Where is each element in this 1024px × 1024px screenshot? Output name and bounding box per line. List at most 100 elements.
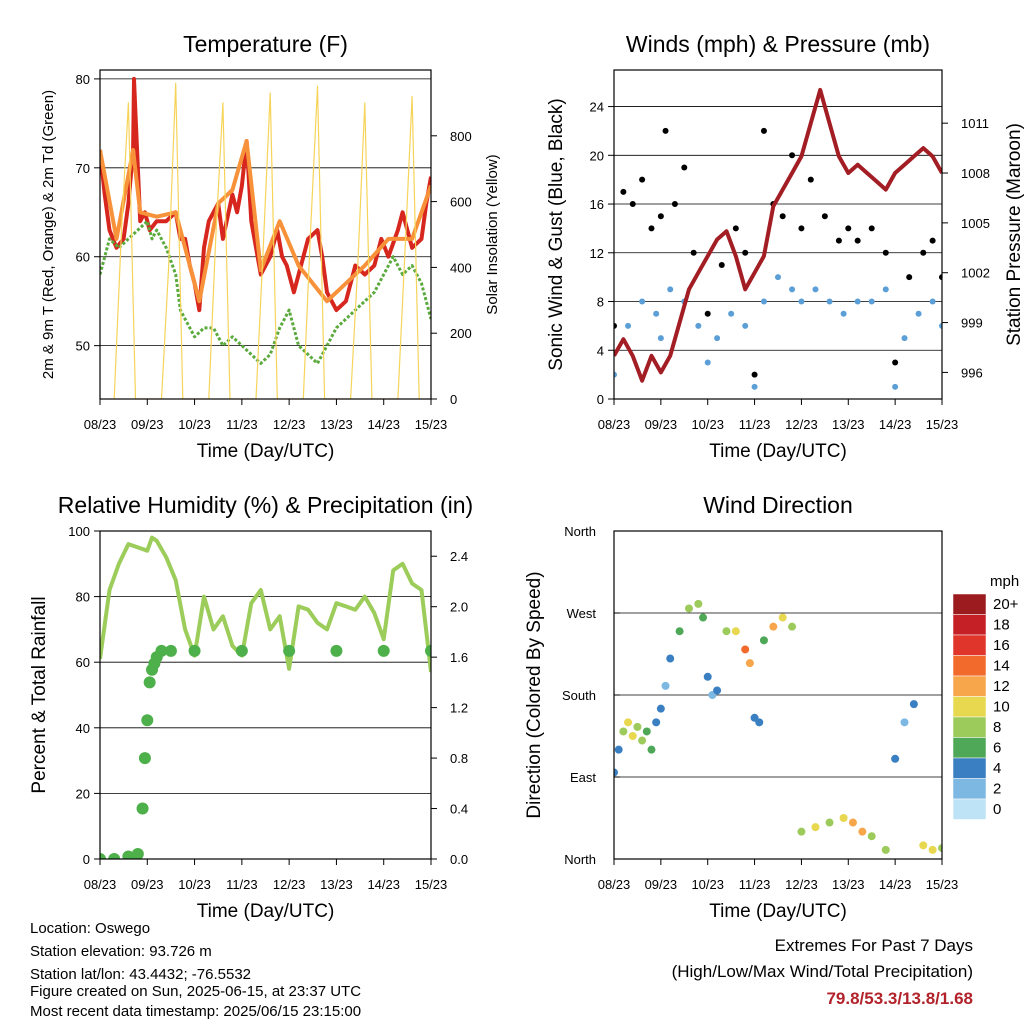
chart-3: Relative Humidity (%) & Precipitation (i… — [29, 492, 473, 922]
legend-label: 20+ — [993, 596, 1019, 613]
x-tick-label: 09/23 — [131, 417, 164, 432]
x-tick-label: 09/23 — [645, 417, 678, 432]
x-tick-label: 10/23 — [178, 417, 211, 432]
series-point — [629, 201, 636, 208]
y-tick-label: 12 — [590, 246, 604, 261]
y-tick-label: South — [562, 688, 596, 703]
direction-point — [703, 672, 712, 681]
series-point — [653, 310, 660, 317]
series-line — [614, 87, 942, 383]
direction-point — [633, 722, 642, 731]
direction-point — [891, 754, 900, 763]
legend-swatch — [952, 737, 987, 759]
direction-point — [788, 622, 797, 631]
y-right-tick-label: 2.0 — [450, 600, 468, 615]
series-line — [100, 219, 431, 365]
series-point — [639, 298, 646, 305]
direction-point — [778, 613, 787, 622]
series-point — [939, 322, 942, 329]
direction-point — [839, 814, 848, 822]
legend-label: 6 — [993, 740, 1001, 757]
direction-point — [642, 727, 651, 736]
y-right-tick-label: 600 — [450, 195, 472, 210]
series-point — [840, 310, 847, 317]
direction-point — [675, 627, 684, 636]
legend-label: 14 — [993, 658, 1010, 675]
series-point — [131, 847, 144, 859]
series-point — [854, 298, 861, 305]
direction-point — [694, 599, 703, 608]
x-tick-label: 09/23 — [131, 877, 164, 892]
direction-point — [867, 832, 876, 841]
x-axis-label: Time (Day/UTC) — [197, 441, 335, 462]
direction-point — [666, 654, 675, 663]
series-point — [625, 322, 632, 329]
extremes-title: Extremes For Past 7 Days — [774, 936, 973, 955]
series-point — [779, 213, 786, 220]
y-tick-label: 40 — [76, 721, 90, 736]
series-point — [667, 286, 674, 293]
series-point — [760, 127, 767, 134]
footer-elevation: Station elevation: 93.726 m — [30, 943, 212, 960]
y-right-tick-label: 1005 — [961, 216, 990, 231]
series-point — [136, 802, 149, 815]
legend-swatch — [952, 655, 987, 677]
series-point — [681, 164, 688, 171]
x-tick-label: 11/23 — [739, 877, 771, 892]
series-group — [100, 76, 431, 399]
series-point — [892, 359, 899, 366]
y-axis-label: Sonic Wind & Gust (Blue, Black) — [546, 98, 567, 370]
direction-point — [684, 604, 693, 613]
y-tick-label: 20 — [590, 148, 604, 163]
series-point — [100, 853, 106, 859]
series-point — [155, 644, 168, 657]
y-right-tick-label: 1002 — [961, 266, 990, 281]
y-tick-label: 50 — [76, 339, 90, 354]
legend-swatch — [952, 696, 987, 718]
y-tick-label: 24 — [590, 100, 604, 115]
series-group — [100, 535, 431, 859]
x-tick-label: 08/23 — [84, 877, 117, 892]
series-point — [901, 335, 908, 342]
direction-point — [619, 727, 628, 736]
series-point — [732, 225, 739, 232]
x-tick-label: 10/23 — [691, 877, 724, 892]
x-tick-label: 15/23 — [926, 417, 959, 432]
direction-point — [848, 818, 857, 827]
series-point — [614, 371, 617, 378]
footer-location: Location: Oswego — [30, 920, 151, 937]
y-right-axis-label: Station Pressure (Maroon) — [1004, 123, 1024, 346]
direction-point — [661, 681, 670, 690]
y-right-tick-label: 0.0 — [450, 852, 468, 867]
x-tick-label: 14/23 — [879, 417, 912, 432]
y-tick-label: 60 — [76, 250, 90, 265]
y-tick-label: 20 — [76, 786, 90, 801]
direction-point — [938, 844, 942, 853]
y-right-tick-label: 2.4 — [450, 549, 468, 564]
direction-point — [652, 718, 661, 727]
direction-point — [759, 636, 768, 645]
direction-point — [909, 700, 918, 709]
legend-swatch — [952, 675, 987, 697]
series-point — [845, 225, 852, 232]
chart-title: Temperature (F) — [183, 31, 348, 57]
y-right-tick-label: 400 — [450, 260, 472, 275]
plot-frame — [99, 530, 432, 860]
x-tick-label: 14/23 — [367, 877, 400, 892]
series-point — [690, 249, 697, 256]
y-tick-label: West — [567, 606, 597, 621]
y-tick-label: North — [564, 524, 596, 539]
series-point — [164, 644, 177, 657]
series-point — [807, 176, 814, 183]
direction-point — [928, 845, 937, 854]
legend-label: 12 — [993, 678, 1010, 695]
series-line — [100, 139, 431, 304]
y-right-tick-label: 0.4 — [450, 802, 468, 817]
x-tick-label: 15/23 — [415, 417, 448, 432]
direction-point — [628, 732, 637, 740]
direction-point — [731, 627, 740, 636]
direction-point — [638, 736, 647, 745]
chart-1: Temperature (F)50607080020040060080008/2… — [40, 31, 501, 462]
direction-point — [624, 718, 633, 727]
